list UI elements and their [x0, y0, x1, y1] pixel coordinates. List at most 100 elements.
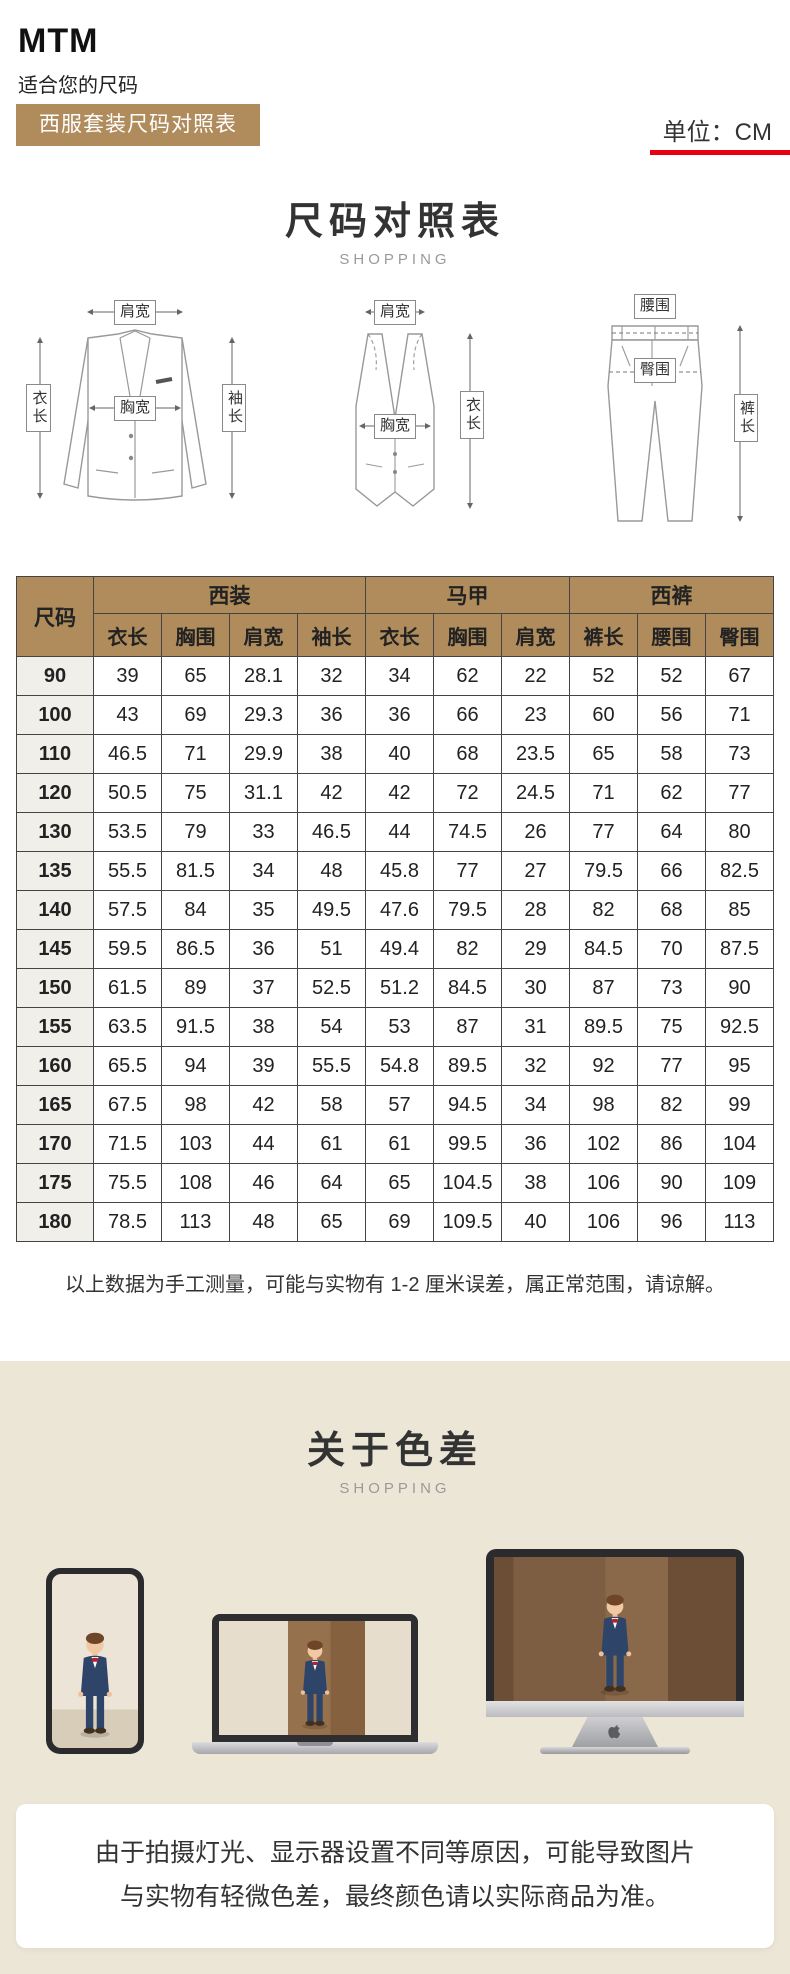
measurement-cell: 53.5: [93, 812, 162, 852]
measurement-cell: 47.6: [365, 890, 434, 930]
imac-base: [540, 1747, 690, 1754]
measurement-cell: 73: [705, 734, 774, 774]
measurement-cell: 106: [569, 1202, 638, 1242]
size-value-cell: 180: [16, 1202, 94, 1242]
measurement-cell: 53: [365, 1007, 434, 1047]
measurement-cell: 71: [569, 773, 638, 813]
pants-length-label: 裤长: [733, 394, 758, 442]
measurement-cell: 60: [569, 695, 638, 735]
column-header: 衣长: [365, 613, 434, 657]
size-value-cell: 170: [16, 1124, 94, 1164]
size-value-cell: 150: [16, 968, 94, 1008]
measurement-cell: 98: [569, 1085, 638, 1125]
measurement-cell: 77: [433, 851, 502, 891]
measurement-cell: 71.5: [93, 1124, 162, 1164]
measurement-cell: 71: [161, 734, 230, 774]
measurement-cell: 54: [297, 1007, 366, 1047]
column-header: 肩宽: [229, 613, 298, 657]
size-value-cell: 100: [16, 695, 94, 735]
measurement-cell: 42: [229, 1085, 298, 1125]
measurement-cell: 68: [637, 890, 706, 930]
measurement-cell: 92.5: [705, 1007, 774, 1047]
measurement-cell: 82.5: [705, 851, 774, 891]
measurement-cell: 38: [297, 734, 366, 774]
measurement-cell: 90: [637, 1163, 706, 1203]
measurement-cell: 51: [297, 929, 366, 969]
boy-photo: [590, 1587, 640, 1699]
vest-chest-label: 胸宽: [373, 414, 417, 439]
measurement-cell: 75: [161, 773, 230, 813]
table-row: 155 63.5 91.5 38 54 53 87 31 89.5 75 92.5: [16, 1007, 774, 1047]
measurement-cell: 89.5: [433, 1046, 502, 1086]
measurement-cell: 31: [501, 1007, 570, 1047]
measurement-cell: 71: [705, 695, 774, 735]
measurement-cell: 56: [637, 695, 706, 735]
size-value-cell: 165: [16, 1085, 94, 1125]
measurement-cell: 84.5: [569, 929, 638, 969]
measurement-cell: 65: [569, 734, 638, 774]
measurement-cell: 75: [637, 1007, 706, 1047]
measurement-cell: 84: [161, 890, 230, 930]
measurement-cell: 23.5: [501, 734, 570, 774]
measurement-cell: 61: [297, 1124, 366, 1164]
measurement-cell: 31.1: [229, 773, 298, 813]
measurement-cell: 28: [501, 890, 570, 930]
measurement-cell: 36: [229, 929, 298, 969]
jacket-chest-label: 胸宽: [113, 396, 157, 421]
table-row: 145 59.5 86.5 36 51 49.4 82 29 84.5 70 87.5: [16, 929, 774, 969]
measurement-cell: 109.5: [433, 1202, 502, 1242]
vest-shoulder-label: 肩宽: [373, 300, 417, 325]
measurement-cell: 52: [637, 656, 706, 696]
measurement-cell: 38: [229, 1007, 298, 1047]
measurement-cell: 44: [365, 812, 434, 852]
column-header: 裤长: [569, 613, 638, 657]
measurement-cell: 48: [297, 851, 366, 891]
measurement-cell: 34: [229, 851, 298, 891]
measurement-cell: 82: [637, 1085, 706, 1125]
measurement-cell: 106: [569, 1163, 638, 1203]
size-value-cell: 175: [16, 1163, 94, 1203]
boy-photo: [293, 1634, 337, 1732]
measurement-cell: 51.2: [365, 968, 434, 1008]
measurement-cell: 65.5: [93, 1046, 162, 1086]
measurement-cell: 54.8: [365, 1046, 434, 1086]
measurement-cell: 32: [501, 1046, 570, 1086]
measurement-cell: 66: [433, 695, 502, 735]
table-row: 110 46.5 71 29.9 38 40 68 23.5 65 58 73: [16, 734, 774, 774]
measurement-cell: 72: [433, 773, 502, 813]
size-table-header: 尺码 西装 马甲 西裤 衣长 胸围 肩宽 袖长 衣长 胸围 肩宽 裤长 腰围 臀…: [16, 576, 774, 657]
measurement-cell: 66: [637, 851, 706, 891]
measurement-cell: 59.5: [93, 929, 162, 969]
measurement-cell: 58: [297, 1085, 366, 1125]
measurement-cell: 37: [229, 968, 298, 1008]
measurement-cell: 77: [637, 1046, 706, 1086]
table-row: 175 75.5 108 46 64 65 104.5 38 106 90 109: [16, 1163, 774, 1203]
measurement-cell: 103: [161, 1124, 230, 1164]
measurement-cell: 49.5: [297, 890, 366, 930]
measurement-cell: 67: [705, 656, 774, 696]
measurement-cell: 36: [501, 1124, 570, 1164]
measurement-cell: 79: [161, 812, 230, 852]
size-value-cell: 160: [16, 1046, 94, 1086]
laptop-screen: [212, 1614, 418, 1742]
table-row: 180 78.5 113 48 65 69 109.5 40 106 96 113: [16, 1202, 774, 1242]
brand-logo: MTM: [18, 22, 99, 60]
measurement-cell: 64: [297, 1163, 366, 1203]
red-divider: [650, 150, 790, 155]
device-gallery: [0, 1542, 790, 1754]
measurement-cell: 57.5: [93, 890, 162, 930]
group-header-suit: 西装: [93, 576, 366, 614]
measurement-cell: 89.5: [569, 1007, 638, 1047]
unit-label: 单位：CM: [662, 119, 772, 146]
measurement-cell: 82: [433, 929, 502, 969]
measurement-cell: 85: [705, 890, 774, 930]
pants-outline-icon: [607, 325, 743, 522]
measurement-cell: 35: [229, 890, 298, 930]
table-row: 100 43 69 29.3 36 36 66 23 60 56 71: [16, 695, 774, 735]
measurement-cell: 58: [637, 734, 706, 774]
measurement-cell: 36: [365, 695, 434, 735]
measurement-cell: 32: [297, 656, 366, 696]
laptop-mockup: [192, 1614, 438, 1754]
measurement-cell: 102: [569, 1124, 638, 1164]
size-column-header: 尺码: [16, 576, 94, 657]
